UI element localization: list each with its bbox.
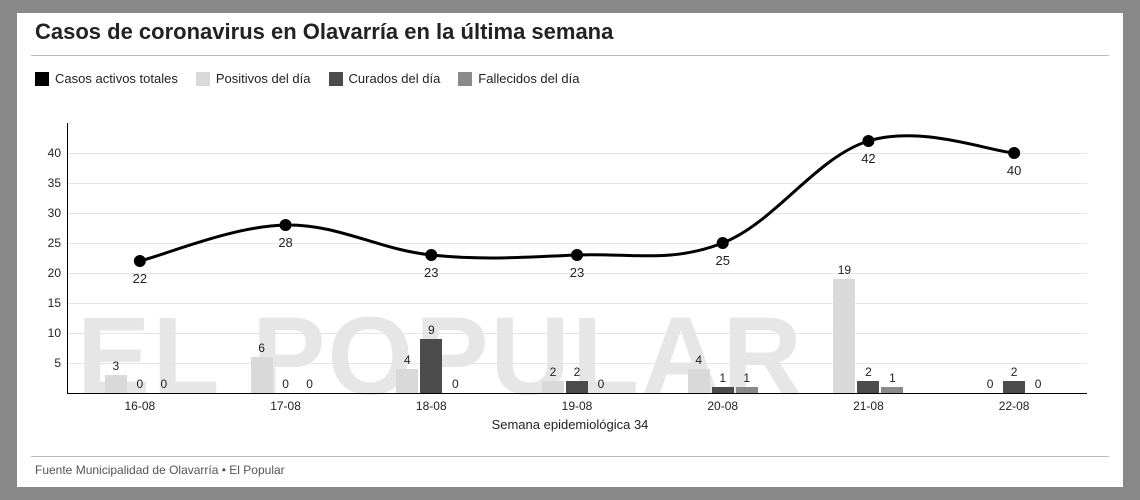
line-value-label: 23 — [570, 265, 584, 280]
legend-item: Curados del día — [329, 71, 441, 86]
legend-label: Fallecidos del día — [478, 71, 579, 86]
line-value-label: 42 — [861, 151, 875, 166]
line-value-label: 25 — [715, 253, 729, 268]
legend-label: Casos activos totales — [55, 71, 178, 86]
line-series — [67, 123, 1087, 393]
title-rule — [31, 55, 1109, 56]
plot-area: 51015202530354016-0817-0818-0819-0820-08… — [67, 123, 1087, 393]
legend: Casos activos totales Positivos del día Cu… — [35, 71, 591, 86]
source-text: Fuente Municipalidad de Olavarría • El P… — [35, 463, 285, 477]
x-tick-label: 20-08 — [707, 399, 738, 413]
x-tick-label: 18-08 — [416, 399, 447, 413]
legend-label: Positivos del día — [216, 71, 311, 86]
y-tick-label: 30 — [37, 206, 61, 220]
line-value-label: 40 — [1007, 163, 1021, 178]
x-tick-label: 19-08 — [562, 399, 593, 413]
y-tick-label: 20 — [37, 266, 61, 280]
chart-frame: EL POPULAR Casos de coronavirus en Olava… — [14, 10, 1126, 490]
line-value-label: 28 — [278, 235, 292, 250]
footer-rule — [31, 456, 1109, 457]
x-axis — [67, 393, 1087, 394]
x-tick-label: 21-08 — [853, 399, 884, 413]
y-tick-label: 40 — [37, 146, 61, 160]
legend-item: Fallecidos del día — [458, 71, 579, 86]
legend-swatch — [329, 72, 343, 86]
legend-label: Curados del día — [349, 71, 441, 86]
legend-swatch — [35, 72, 49, 86]
legend-swatch — [196, 72, 210, 86]
line-value-label: 23 — [424, 265, 438, 280]
y-tick-label: 5 — [37, 356, 61, 370]
y-tick-label: 25 — [37, 236, 61, 250]
x-tick-label: 16-08 — [124, 399, 155, 413]
legend-item: Casos activos totales — [35, 71, 178, 86]
x-tick-label: 17-08 — [270, 399, 301, 413]
line-value-label: 22 — [133, 271, 147, 286]
x-axis-title: Semana epidemiológica 34 — [17, 417, 1123, 432]
legend-swatch — [458, 72, 472, 86]
y-tick-label: 10 — [37, 326, 61, 340]
x-tick-label: 22-08 — [999, 399, 1030, 413]
y-tick-label: 15 — [37, 296, 61, 310]
y-tick-label: 35 — [37, 176, 61, 190]
chart-title: Casos de coronavirus en Olavarría en la … — [35, 19, 613, 45]
legend-item: Positivos del día — [196, 71, 311, 86]
